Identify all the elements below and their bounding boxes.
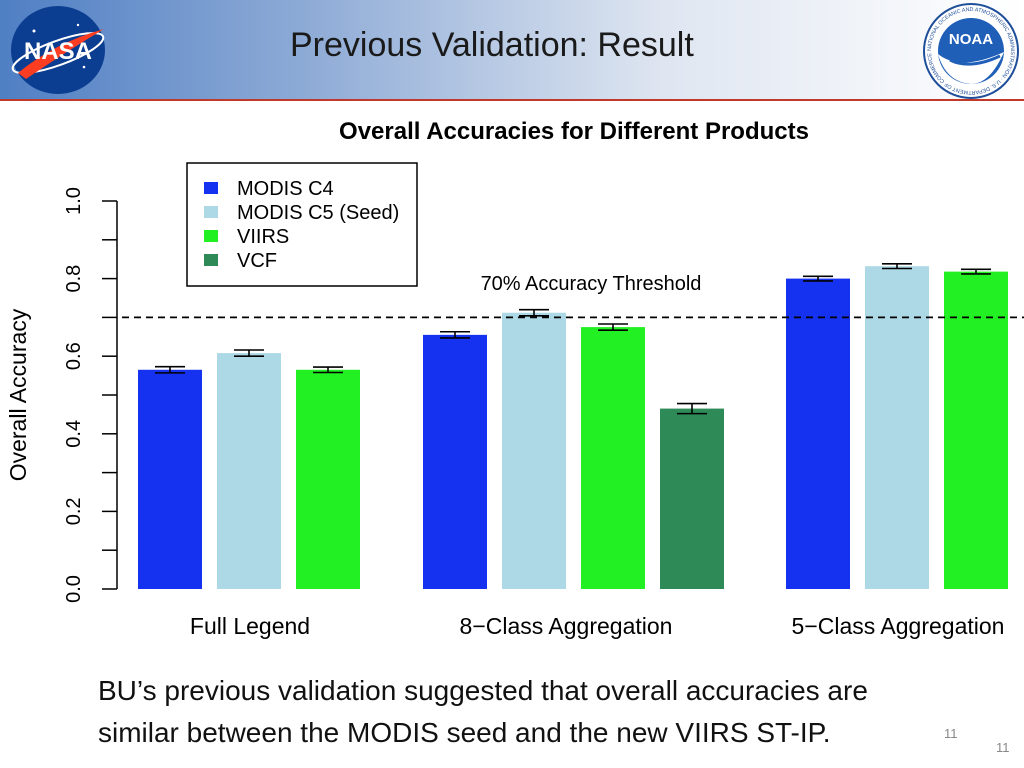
accuracy-bar-chart: Overall Accuracies for Different Product… — [5, 118, 1024, 639]
bar — [502, 312, 566, 589]
y-tick-label: 0.4 — [63, 420, 85, 448]
x-tick-labels: Full Legend 8−Class Aggregation 5−Class Ag… — [190, 613, 1005, 639]
noaa-logo-text: NOAA — [949, 31, 993, 48]
bar — [660, 408, 724, 589]
y-tick-label: 0.8 — [63, 265, 85, 293]
nasa-logo-text: NASA — [24, 38, 92, 65]
threshold-marker: 70% Accuracy Threshold — [122, 273, 1024, 319]
legend-label: MODIS C5 (Seed) — [237, 202, 399, 224]
legend-label: VCF — [237, 250, 277, 272]
chart-title: Overall Accuracies for Different Product… — [339, 118, 809, 145]
bar — [296, 369, 360, 589]
y-axis-label: Overall Accuracy — [5, 308, 31, 481]
legend-swatch — [204, 182, 218, 194]
legend-swatch — [204, 254, 218, 266]
bar — [581, 327, 645, 589]
bar — [217, 353, 281, 589]
bar — [786, 278, 850, 589]
y-axis: 0.0 0.2 0.4 0.6 0.8 1.0 — [63, 187, 118, 603]
noaa-logo: NOAA NATIONAL OCEANIC AND ATMOSPHERIC AD… — [923, 3, 1019, 99]
body-line-2: similar between the MODIS seed and the n… — [98, 717, 831, 748]
y-tick-label: 0.0 — [63, 575, 85, 603]
legend-box — [186, 162, 418, 287]
y-tick-label: 0.2 — [63, 497, 85, 525]
x-tick-label: 8−Class Aggregation — [460, 613, 673, 639]
slide-number-footer: 11 — [996, 740, 1010, 755]
slide-body: BU’s previous validation suggested that … — [98, 670, 958, 754]
legend-swatch — [204, 230, 218, 242]
bars — [138, 263, 1008, 589]
slide-number: 11 — [944, 726, 958, 741]
bar — [944, 271, 1008, 589]
slide-title: Previous Validation: Result — [290, 26, 694, 64]
bar — [138, 369, 202, 589]
slide-header: NASA Previous Validation: Result NOAA NA… — [0, 0, 1024, 101]
body-line-1: BU’s previous validation suggested that … — [98, 675, 868, 706]
legend-label: VIIRS — [237, 226, 289, 248]
threshold-label: 70% Accuracy Threshold — [481, 273, 702, 295]
legend-swatch — [204, 206, 218, 218]
bar — [423, 334, 487, 589]
nasa-logo: NASA — [11, 6, 105, 94]
bar — [865, 266, 929, 589]
x-tick-label: 5−Class Aggregation — [792, 613, 1005, 639]
legend-label: MODIS C4 — [237, 178, 334, 200]
y-tick-label: 0.6 — [63, 342, 85, 370]
x-tick-label: Full Legend — [190, 613, 310, 639]
y-tick-label: 1.0 — [63, 187, 85, 215]
